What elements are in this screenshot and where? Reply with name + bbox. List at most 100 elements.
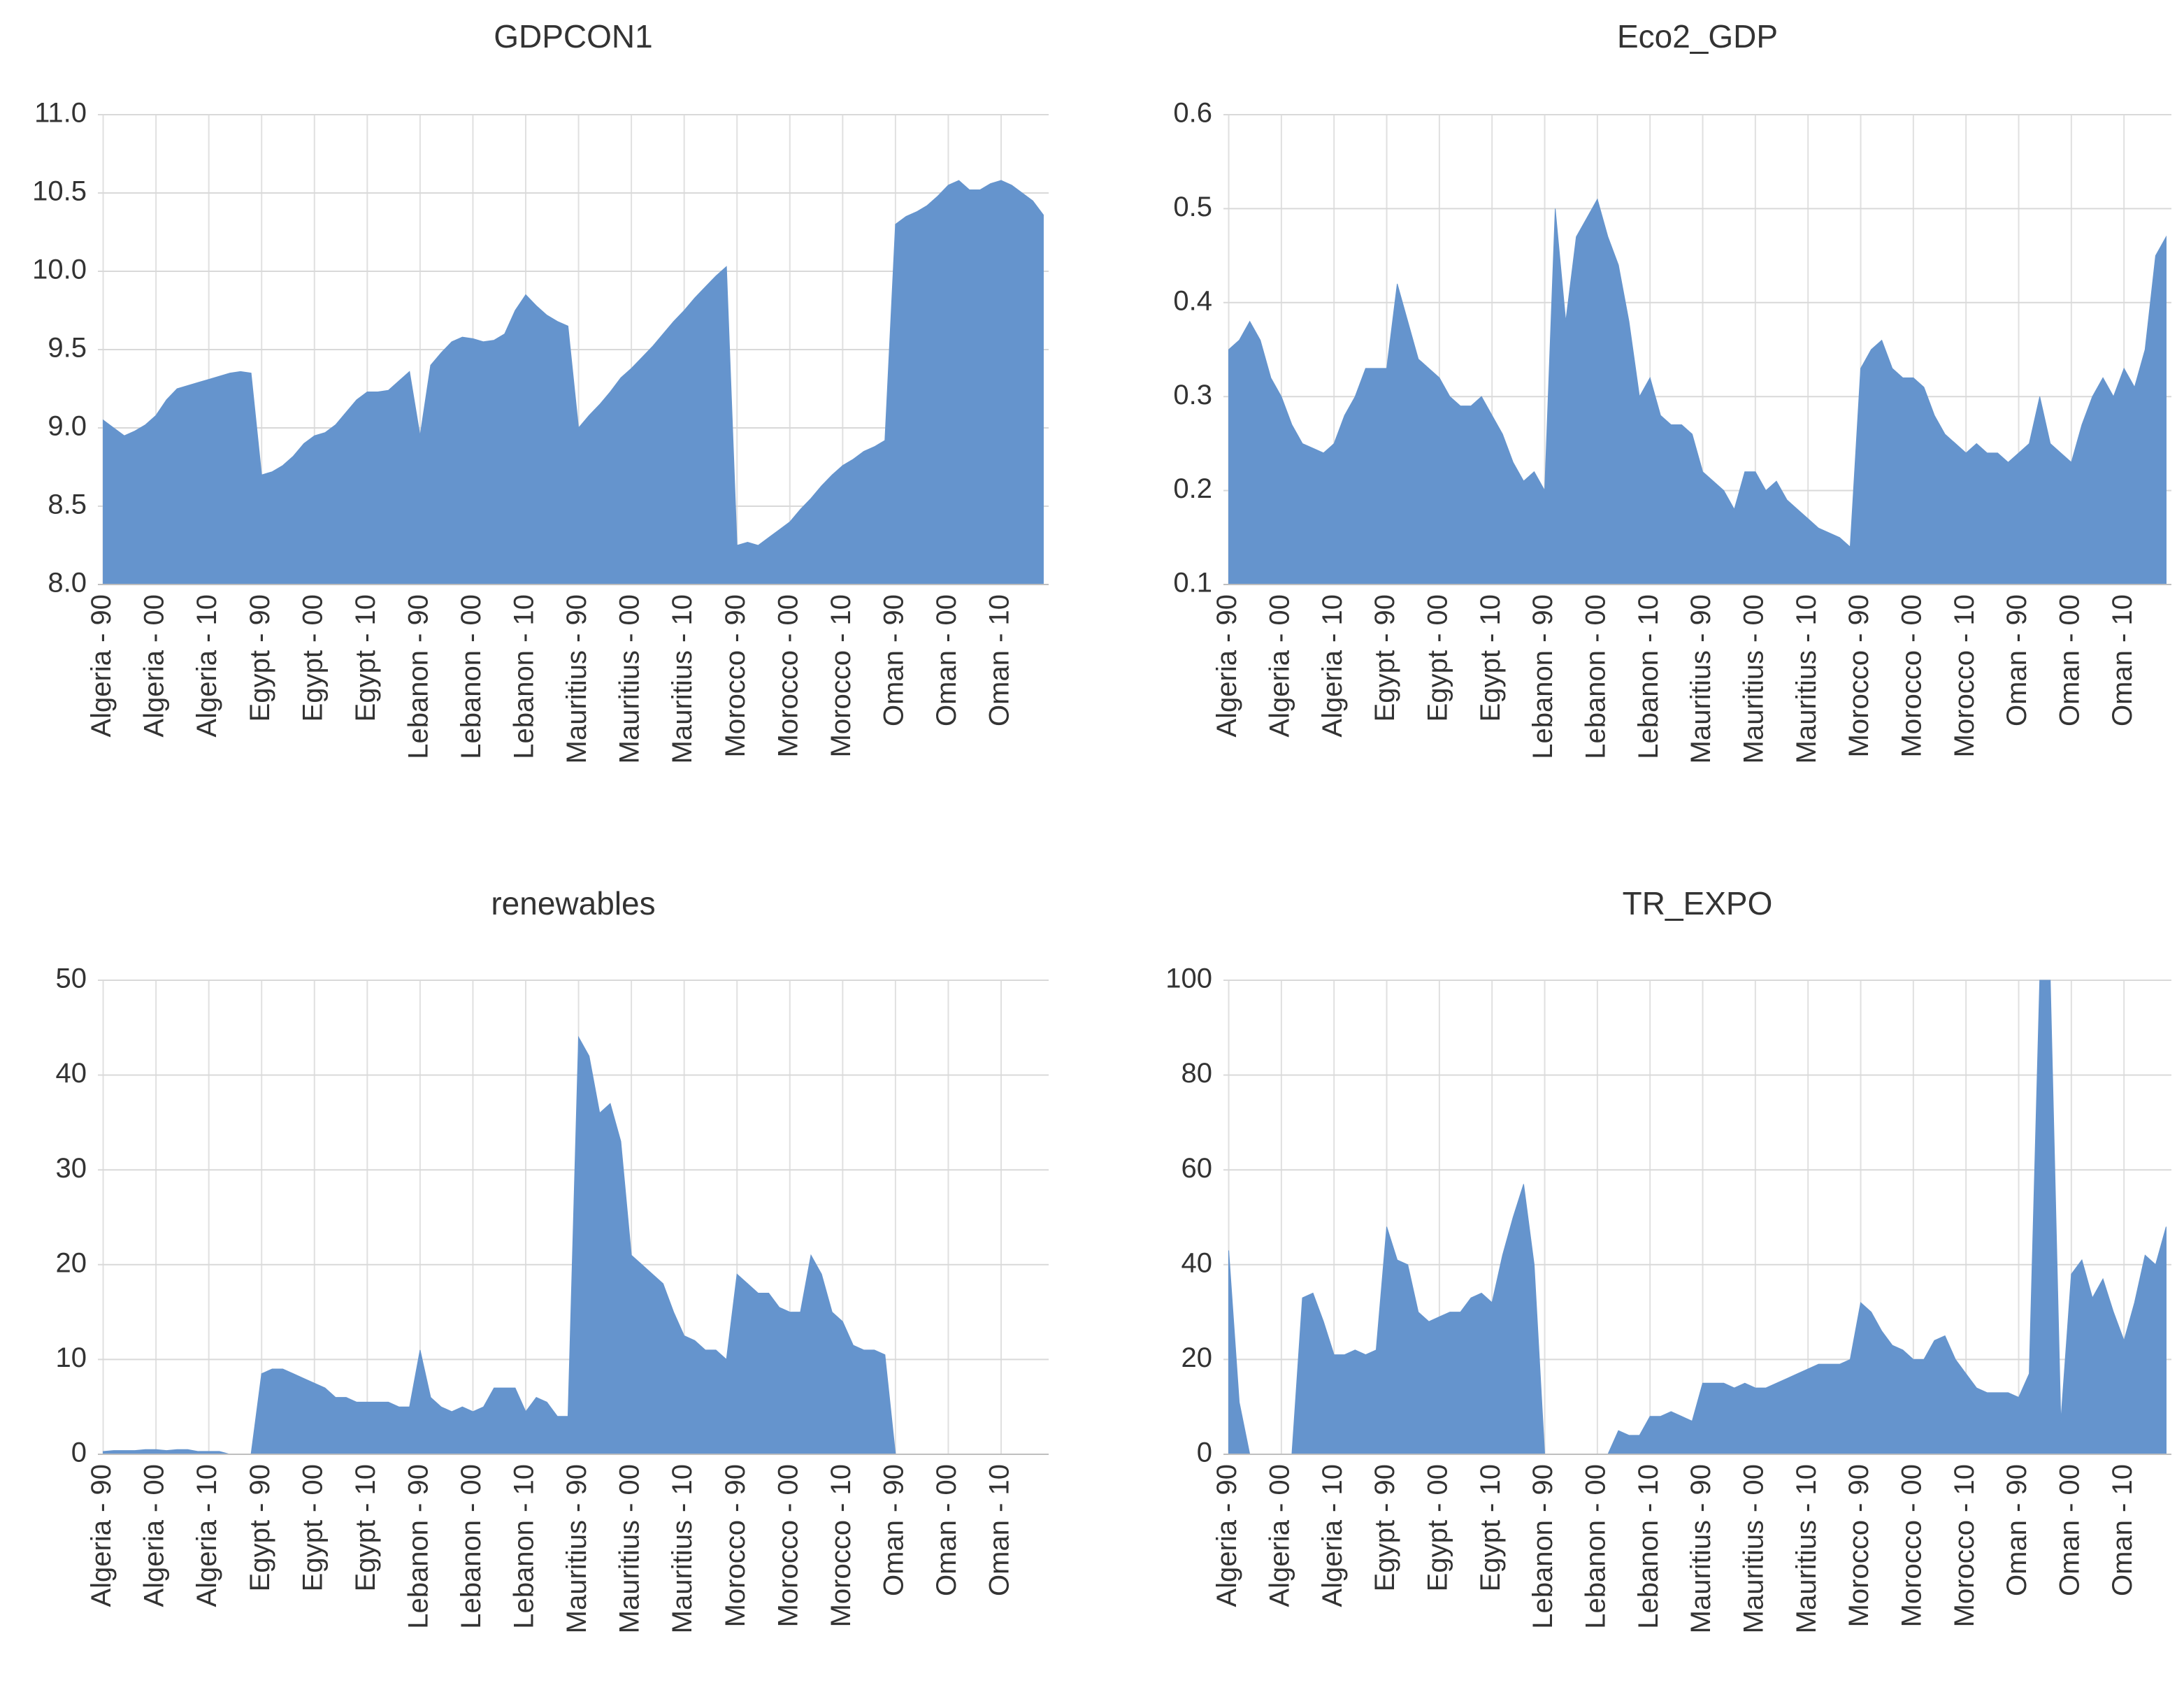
x-tick-label: Lebanon - 90 — [403, 594, 433, 759]
x-tick-label: Egypt - 90 — [245, 594, 275, 722]
y-tick-label: 8.0 — [48, 568, 87, 598]
x-tick-label: Lebanon - 10 — [1633, 1464, 1664, 1629]
x-tick-label: Lebanon - 00 — [456, 1464, 487, 1629]
chart-title: GDPCON1 — [494, 18, 652, 55]
x-tick-label: Oman - 90 — [2002, 1464, 2032, 1596]
x-tick-label: Egypt - 90 — [245, 1464, 275, 1591]
area — [103, 1035, 1044, 1455]
x-tick-label: Oman - 10 — [2107, 594, 2138, 726]
y-tick-label: 9.5 — [48, 333, 87, 364]
y-tick-label: 30 — [56, 1153, 87, 1184]
x-tick-label: Morocco - 10 — [1949, 1464, 1980, 1627]
x-tick-label: Lebanon - 00 — [456, 594, 487, 759]
x-tick-label: Algeria - 00 — [139, 1464, 170, 1607]
x-tick-label: Mauritius - 90 — [561, 594, 592, 763]
x-tick-label: Egypt - 10 — [350, 594, 381, 722]
x-tick-label: Morocco - 90 — [1844, 1464, 1874, 1627]
y-tick-label: 40 — [1181, 1247, 1213, 1278]
x-tick-label: Algeria - 00 — [139, 594, 170, 738]
x-tick-label: Mauritius - 00 — [615, 594, 645, 763]
x-tick-label: Lebanon - 10 — [1633, 594, 1664, 759]
x-tick-label: Lebanon - 90 — [1528, 594, 1558, 759]
y-tick-label: 0 — [71, 1438, 87, 1468]
panel: renewables 0 10 20 30 40 50 Algeria - 90 Algeria… — [56, 885, 1049, 1633]
x-tick-label: Egypt - 00 — [297, 1464, 328, 1591]
x-tick-label: Lebanon - 90 — [403, 1464, 433, 1629]
x-tick-label: Morocco - 00 — [1896, 1464, 1927, 1627]
x-tick-label: Algeria - 10 — [192, 1464, 222, 1607]
y-tick-label: 8.5 — [48, 489, 87, 520]
x-tick-label: Lebanon - 90 — [1528, 1464, 1558, 1629]
x-tick-label: Algeria - 90 — [86, 594, 117, 738]
y-tick-label: 0.4 — [1173, 285, 1212, 316]
x-tick-label: Mauritius - 10 — [1791, 1464, 1822, 1633]
x-tick-label: Egypt - 10 — [1475, 594, 1506, 722]
x-tick-label: Lebanon - 00 — [1580, 1464, 1611, 1629]
y-tick-label: 9.0 — [48, 411, 87, 442]
x-tick-label: Algeria - 10 — [192, 594, 222, 738]
y-tick-label: 10.5 — [32, 176, 87, 207]
x-tick-label: Morocco - 00 — [1896, 594, 1927, 757]
x-tick-label: Oman - 00 — [931, 594, 962, 726]
x-tick-label: Mauritius - 10 — [1791, 594, 1822, 763]
x-tick-label: Morocco - 10 — [826, 1464, 856, 1627]
x-tick-label: Mauritius - 90 — [1686, 1464, 1716, 1633]
x-tick-label: Oman - 90 — [878, 594, 909, 726]
area — [1228, 980, 2167, 1455]
y-tick-label: 0.2 — [1173, 473, 1212, 504]
y-tick-label: 60 — [1181, 1153, 1213, 1184]
x-tick-label: Egypt - 00 — [1422, 1464, 1453, 1591]
x-tick-label: Algeria - 10 — [1317, 594, 1348, 738]
x-tick-label: Morocco - 00 — [773, 1464, 803, 1627]
y-tick-label: 0.1 — [1173, 568, 1212, 598]
x-tick-label: Oman - 00 — [2054, 594, 2085, 726]
x-tick-label: Oman - 10 — [2107, 1464, 2138, 1596]
area — [103, 180, 1044, 585]
y-tick-label: 50 — [56, 963, 87, 994]
x-tick-label: Morocco - 10 — [1949, 594, 1980, 757]
x-tick-label: Algeria - 10 — [1317, 1464, 1348, 1607]
x-tick-label: Oman - 00 — [2054, 1464, 2085, 1596]
x-tick-label: Mauritius - 10 — [667, 594, 698, 763]
x-tick-label: Egypt - 90 — [1370, 1464, 1400, 1591]
y-tick-label: 0 — [1197, 1438, 1212, 1468]
chart-title: renewables — [491, 885, 655, 922]
x-tick-label: Mauritius - 00 — [615, 1464, 645, 1633]
y-tick-label: 10 — [56, 1342, 87, 1373]
x-tick-label: Algeria - 90 — [1212, 594, 1242, 738]
x-tick-label: Egypt - 00 — [297, 594, 328, 722]
x-tick-label: Oman - 90 — [878, 1464, 909, 1596]
panel: GDPCON1 8.0 8.5 9.0 9.5 10.0 10.5 11.0 Algeria -… — [32, 18, 1049, 763]
x-tick-label: Mauritius - 90 — [1686, 594, 1716, 763]
x-tick-label: Algeria - 00 — [1264, 1464, 1295, 1607]
y-tick-label: 20 — [1181, 1342, 1213, 1373]
y-tick-label: 0.3 — [1173, 380, 1212, 410]
x-tick-label: Mauritius - 00 — [1738, 1464, 1769, 1633]
y-tick-label: 0.5 — [1173, 192, 1212, 222]
x-tick-label: Lebanon - 10 — [509, 1464, 540, 1629]
x-tick-label: Mauritius - 90 — [561, 1464, 592, 1633]
x-tick-label: Egypt - 00 — [1422, 594, 1453, 722]
x-tick-label: Mauritius - 10 — [667, 1464, 698, 1633]
chart-title: Eco2_GDP — [1617, 18, 1778, 55]
x-tick-label: Egypt - 90 — [1370, 594, 1400, 722]
x-tick-label: Oman - 10 — [984, 594, 1015, 726]
x-tick-label: Algeria - 00 — [1264, 594, 1295, 738]
x-tick-label: Lebanon - 10 — [509, 594, 540, 759]
chart-title: TR_EXPO — [1623, 885, 1773, 922]
y-tick-label: 40 — [56, 1058, 87, 1089]
y-tick-label: 11.0 — [34, 98, 87, 129]
y-tick-label: 100 — [1165, 963, 1212, 994]
x-tick-label: Morocco - 90 — [720, 1464, 751, 1627]
x-tick-label: Egypt - 10 — [350, 1464, 381, 1591]
x-tick-label: Oman - 10 — [984, 1464, 1015, 1596]
area — [1228, 198, 2167, 585]
y-tick-label: 10.0 — [32, 254, 87, 285]
x-tick-label: Morocco - 90 — [720, 594, 751, 757]
x-tick-label: Oman - 00 — [931, 1464, 962, 1596]
y-tick-label: 80 — [1181, 1058, 1213, 1089]
y-tick-label: 0.6 — [1173, 98, 1212, 129]
panel: Eco2_GDP 0.1 0.2 0.3 0.4 0.5 0.6 Algeria - 90 Al… — [1173, 18, 2171, 763]
